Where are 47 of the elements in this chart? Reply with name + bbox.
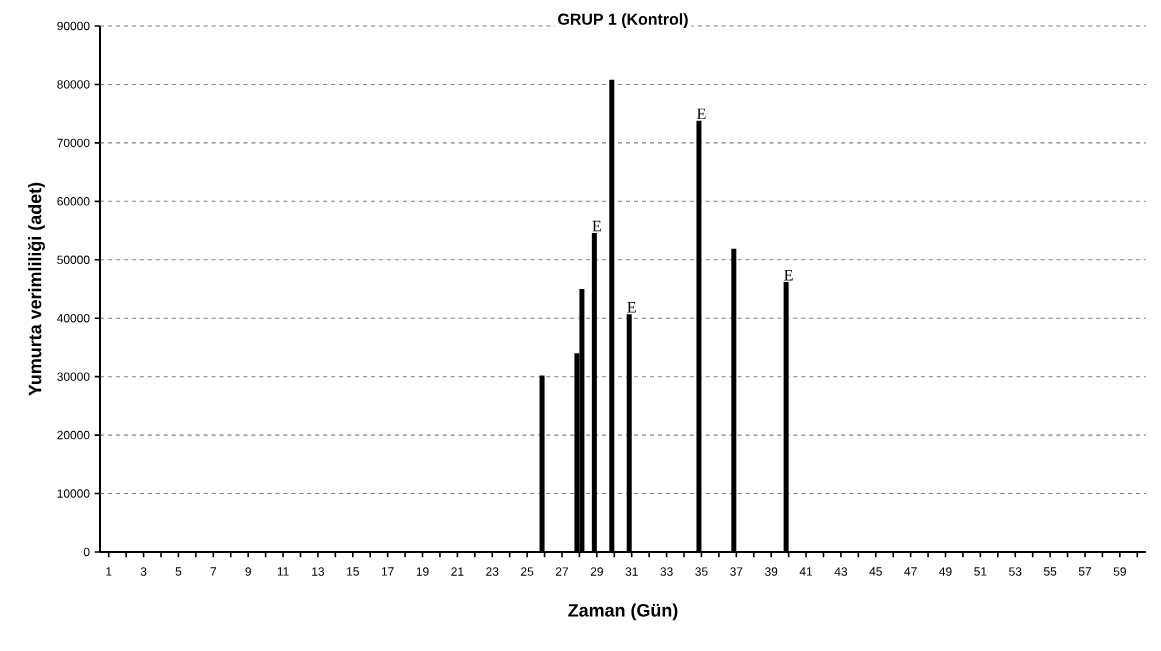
y-tick-label: 90000 bbox=[57, 21, 90, 31]
annotation: E bbox=[697, 108, 706, 120]
annotation: E bbox=[784, 269, 793, 281]
x-tick-label: 43 bbox=[834, 567, 848, 576]
x-tick-label: 23 bbox=[486, 567, 499, 576]
y-tick-label: 70000 bbox=[57, 138, 90, 148]
y-tick-label: 30000 bbox=[57, 372, 90, 381]
x-tick-label: 19 bbox=[416, 567, 429, 576]
y-axis-title: Yumurta verimliliği (adet) bbox=[27, 182, 45, 396]
annotation: E bbox=[592, 220, 601, 232]
x-tick-label: 9 bbox=[245, 567, 251, 576]
x-tick-label: 33 bbox=[660, 567, 673, 576]
x-tick-label: 3 bbox=[140, 567, 147, 576]
x-tick-label: 29 bbox=[590, 567, 603, 576]
x-tick-label: 5 bbox=[175, 567, 182, 576]
y-tick-label: 40000 bbox=[57, 313, 90, 323]
x-tick-label: 17 bbox=[381, 567, 394, 576]
x-tick-label: 41 bbox=[799, 567, 813, 576]
x-tick-label: 55 bbox=[1043, 567, 1057, 576]
x-tick-label: 53 bbox=[1009, 567, 1022, 576]
chart-title: GRUP 1 (Kontrol) bbox=[558, 13, 688, 29]
x-tick-label: 45 bbox=[869, 567, 882, 576]
x-tick-label: 51 bbox=[974, 567, 987, 576]
x-tick-label: 31 bbox=[625, 567, 638, 576]
x-tick-label: 15 bbox=[347, 567, 359, 576]
x-tick-label: 57 bbox=[1078, 567, 1092, 576]
x-tick-label: 7 bbox=[210, 567, 217, 576]
x-tick-label: 49 bbox=[939, 567, 952, 576]
y-tick-label: 0 bbox=[83, 547, 90, 557]
x-tick-label: 1 bbox=[106, 567, 112, 576]
x-tick-label: 11 bbox=[277, 567, 289, 576]
y-tick-label: 80000 bbox=[57, 80, 90, 89]
x-tick-label: 47 bbox=[904, 567, 917, 576]
x-axis-title: Zaman (Gün) bbox=[568, 603, 678, 621]
y-tick-label: 20000 bbox=[57, 430, 90, 440]
x-tick-label: 35 bbox=[695, 567, 708, 576]
x-tick-label: 59 bbox=[1113, 567, 1126, 576]
y-tick-label: 10000 bbox=[57, 489, 90, 498]
annotation: E bbox=[627, 302, 636, 313]
x-tick-label: 25 bbox=[521, 567, 534, 576]
x-tick-label: 13 bbox=[312, 567, 325, 576]
x-tick-label: 21 bbox=[451, 567, 464, 576]
x-tick-label: 27 bbox=[555, 567, 569, 576]
y-tick-label: 50000 bbox=[57, 255, 90, 265]
y-tick-label: 60000 bbox=[57, 197, 90, 206]
x-tick-label: 37 bbox=[730, 567, 743, 576]
x-tick-label: 39 bbox=[765, 567, 778, 576]
